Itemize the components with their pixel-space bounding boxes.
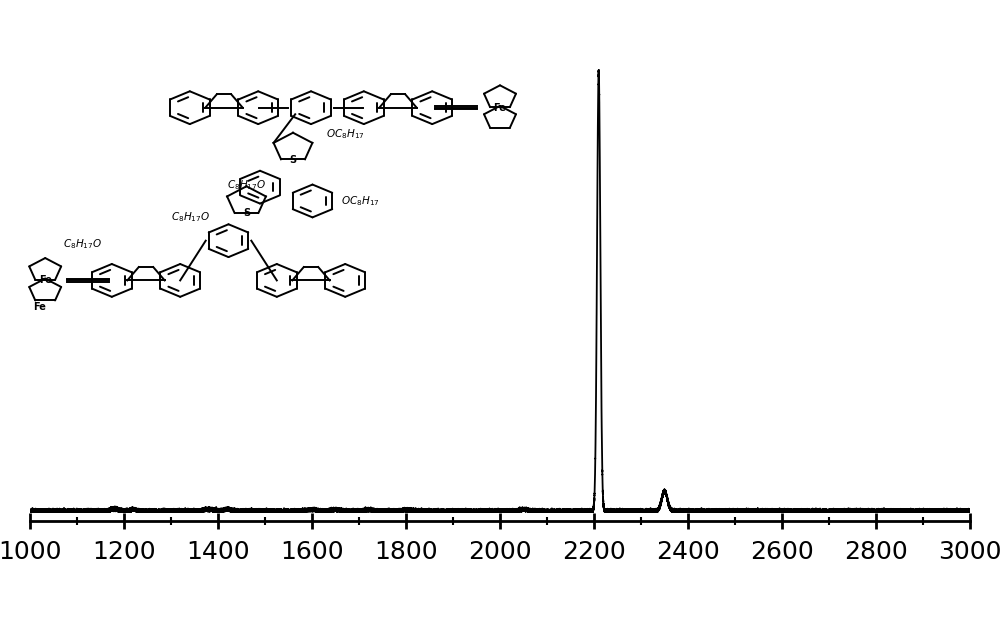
Text: $OC_8H_{17}$: $OC_8H_{17}$	[326, 128, 365, 142]
Text: Fe: Fe	[33, 302, 46, 312]
Text: S: S	[289, 155, 297, 165]
Text: $C_8H_{17}O$: $C_8H_{17}O$	[63, 237, 102, 251]
Text: $C_8H_{17}O$: $C_8H_{17}O$	[171, 210, 210, 224]
Text: $OC_8H_{17}$: $OC_8H_{17}$	[341, 194, 380, 208]
Text: S: S	[243, 208, 250, 218]
Text: Fe: Fe	[39, 276, 52, 285]
Text: Fe: Fe	[494, 103, 506, 112]
Text: $C_8H_{17}O$: $C_8H_{17}O$	[227, 178, 266, 192]
